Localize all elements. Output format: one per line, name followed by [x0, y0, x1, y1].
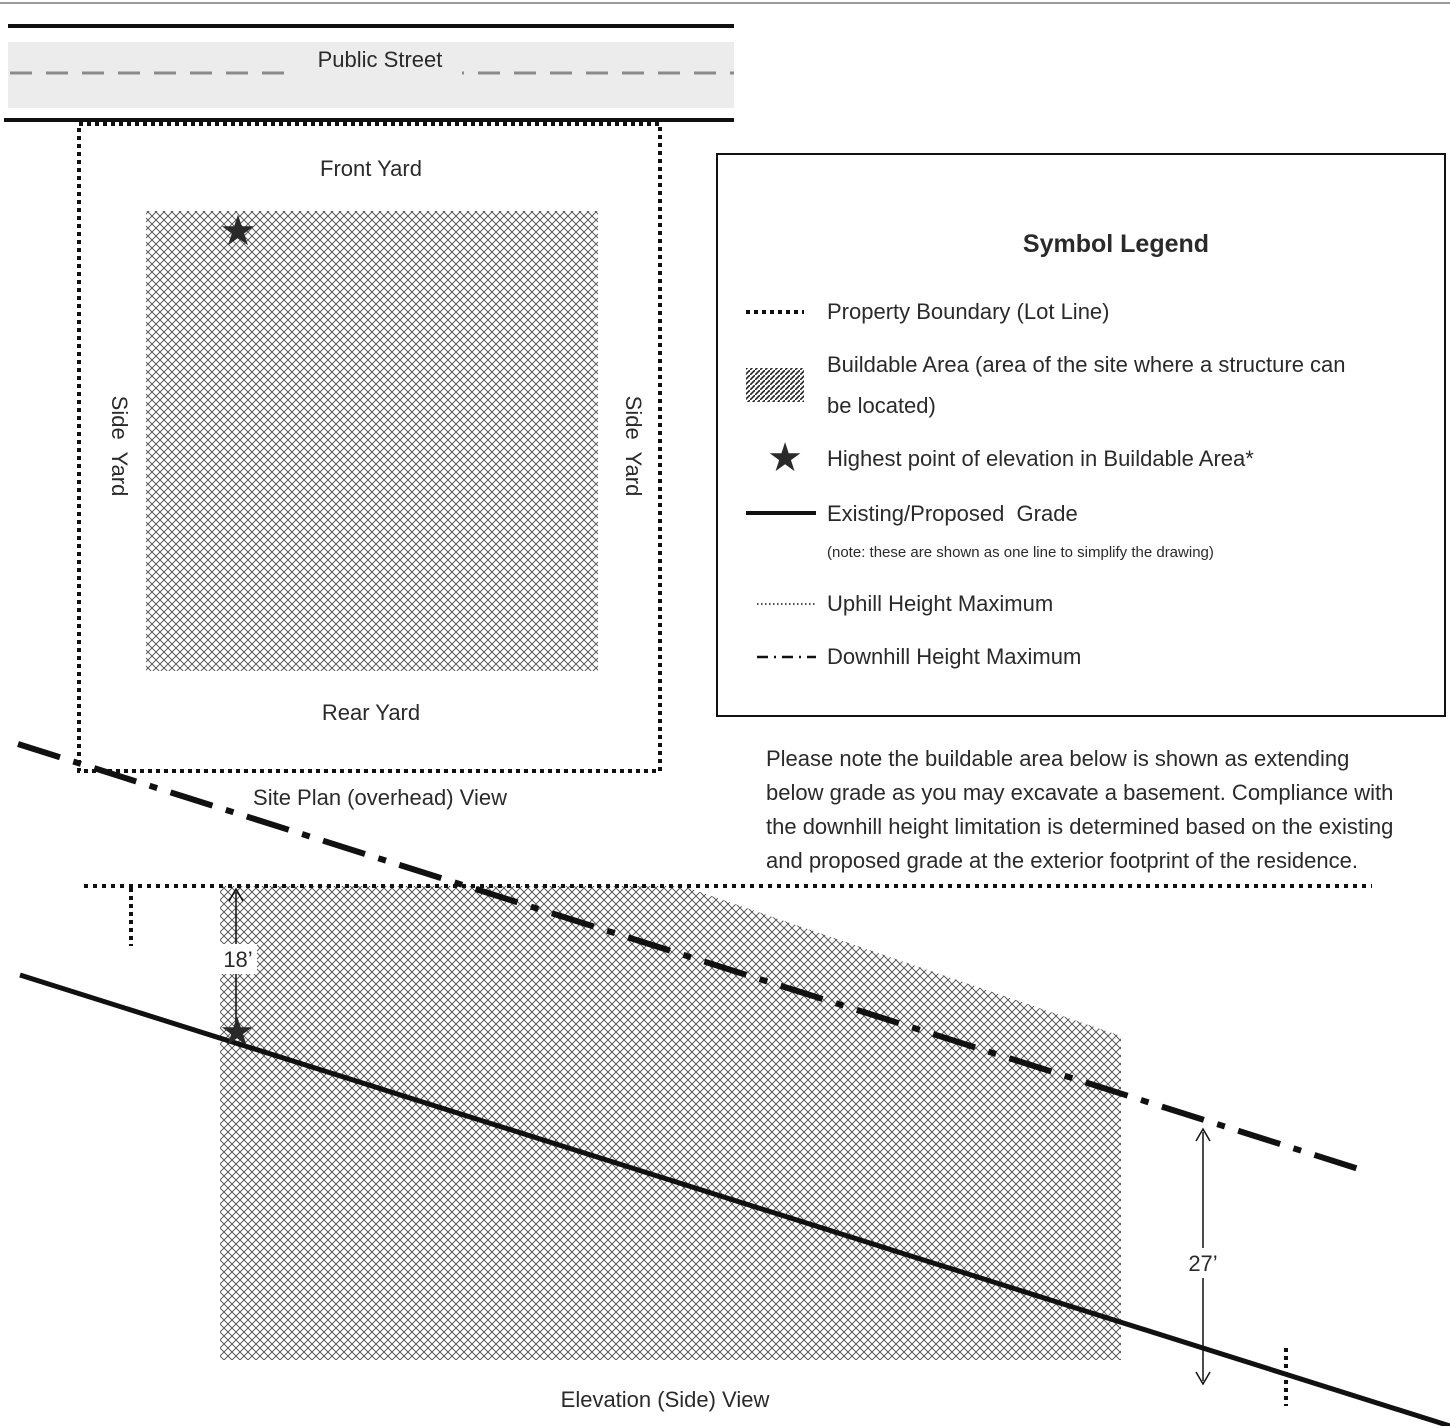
site-plan-caption: Site Plan (overhead) View	[253, 785, 507, 810]
legend-grade-note: (note: these are shown as one line to si…	[827, 544, 1214, 561]
legend-box	[716, 153, 1446, 717]
downhill-dimension-arrowhead-bottom	[1195, 1371, 1211, 1386]
elevation-view: 18’ ★ 27’ Elevation (Side) View	[17, 741, 1450, 1426]
highest-point-star-icon: ★	[219, 207, 257, 254]
legend-label-buildable-area-2: be located)	[827, 393, 936, 418]
hatch-swatch-icon	[746, 368, 804, 402]
buildable-area	[146, 211, 598, 671]
legend-label-property-boundary: Property Boundary (Lot Line)	[827, 299, 1110, 324]
symbol-legend: Symbol Legend Property Boundary (Lot Lin…	[716, 153, 1446, 717]
front-yard-label: Front Yard	[320, 156, 422, 181]
legend-title: Symbol Legend	[1023, 230, 1209, 258]
elevation-caption: Elevation (Side) View	[561, 1387, 770, 1412]
downhill-height-max-line	[17, 741, 1363, 1173]
downhill-dimension-label: 27’	[1188, 1251, 1217, 1276]
legend-label-buildable-area-1: Buildable Area (area of the site where a…	[827, 352, 1346, 377]
side-yard-right-label: Side Yard	[621, 396, 646, 497]
rear-yard-label: Rear Yard	[322, 700, 420, 725]
legend-label-highest-point: Highest point of elevation in Buildable …	[827, 446, 1254, 471]
side-yard-left-label: Side Yard	[107, 396, 132, 497]
grade-line	[19, 972, 1450, 1426]
legend-label-downhill-max: Downhill Height Maximum	[827, 644, 1081, 669]
elevation-star-icon: ★	[219, 1010, 255, 1054]
uphill-dimension-label: 18’	[223, 947, 252, 972]
elevation-buildable-area	[220, 886, 1121, 1360]
uphill-dimension-arrowhead-top	[228, 887, 244, 902]
legend-label-uphill-max: Uphill Height Maximum	[827, 591, 1053, 616]
downhill-dimension-arrowhead-top	[1195, 1127, 1211, 1142]
basement-note: Please note the buildable area below is …	[766, 746, 1394, 873]
site-plan: Public Street ★ Front Yard Rear Yard Sid…	[4, 24, 734, 810]
street-label: Public Street	[318, 47, 443, 72]
star-icon: ★	[767, 436, 803, 480]
legend-label-grade: Existing/Proposed Grade	[827, 501, 1078, 526]
property-boundary	[77, 122, 662, 773]
